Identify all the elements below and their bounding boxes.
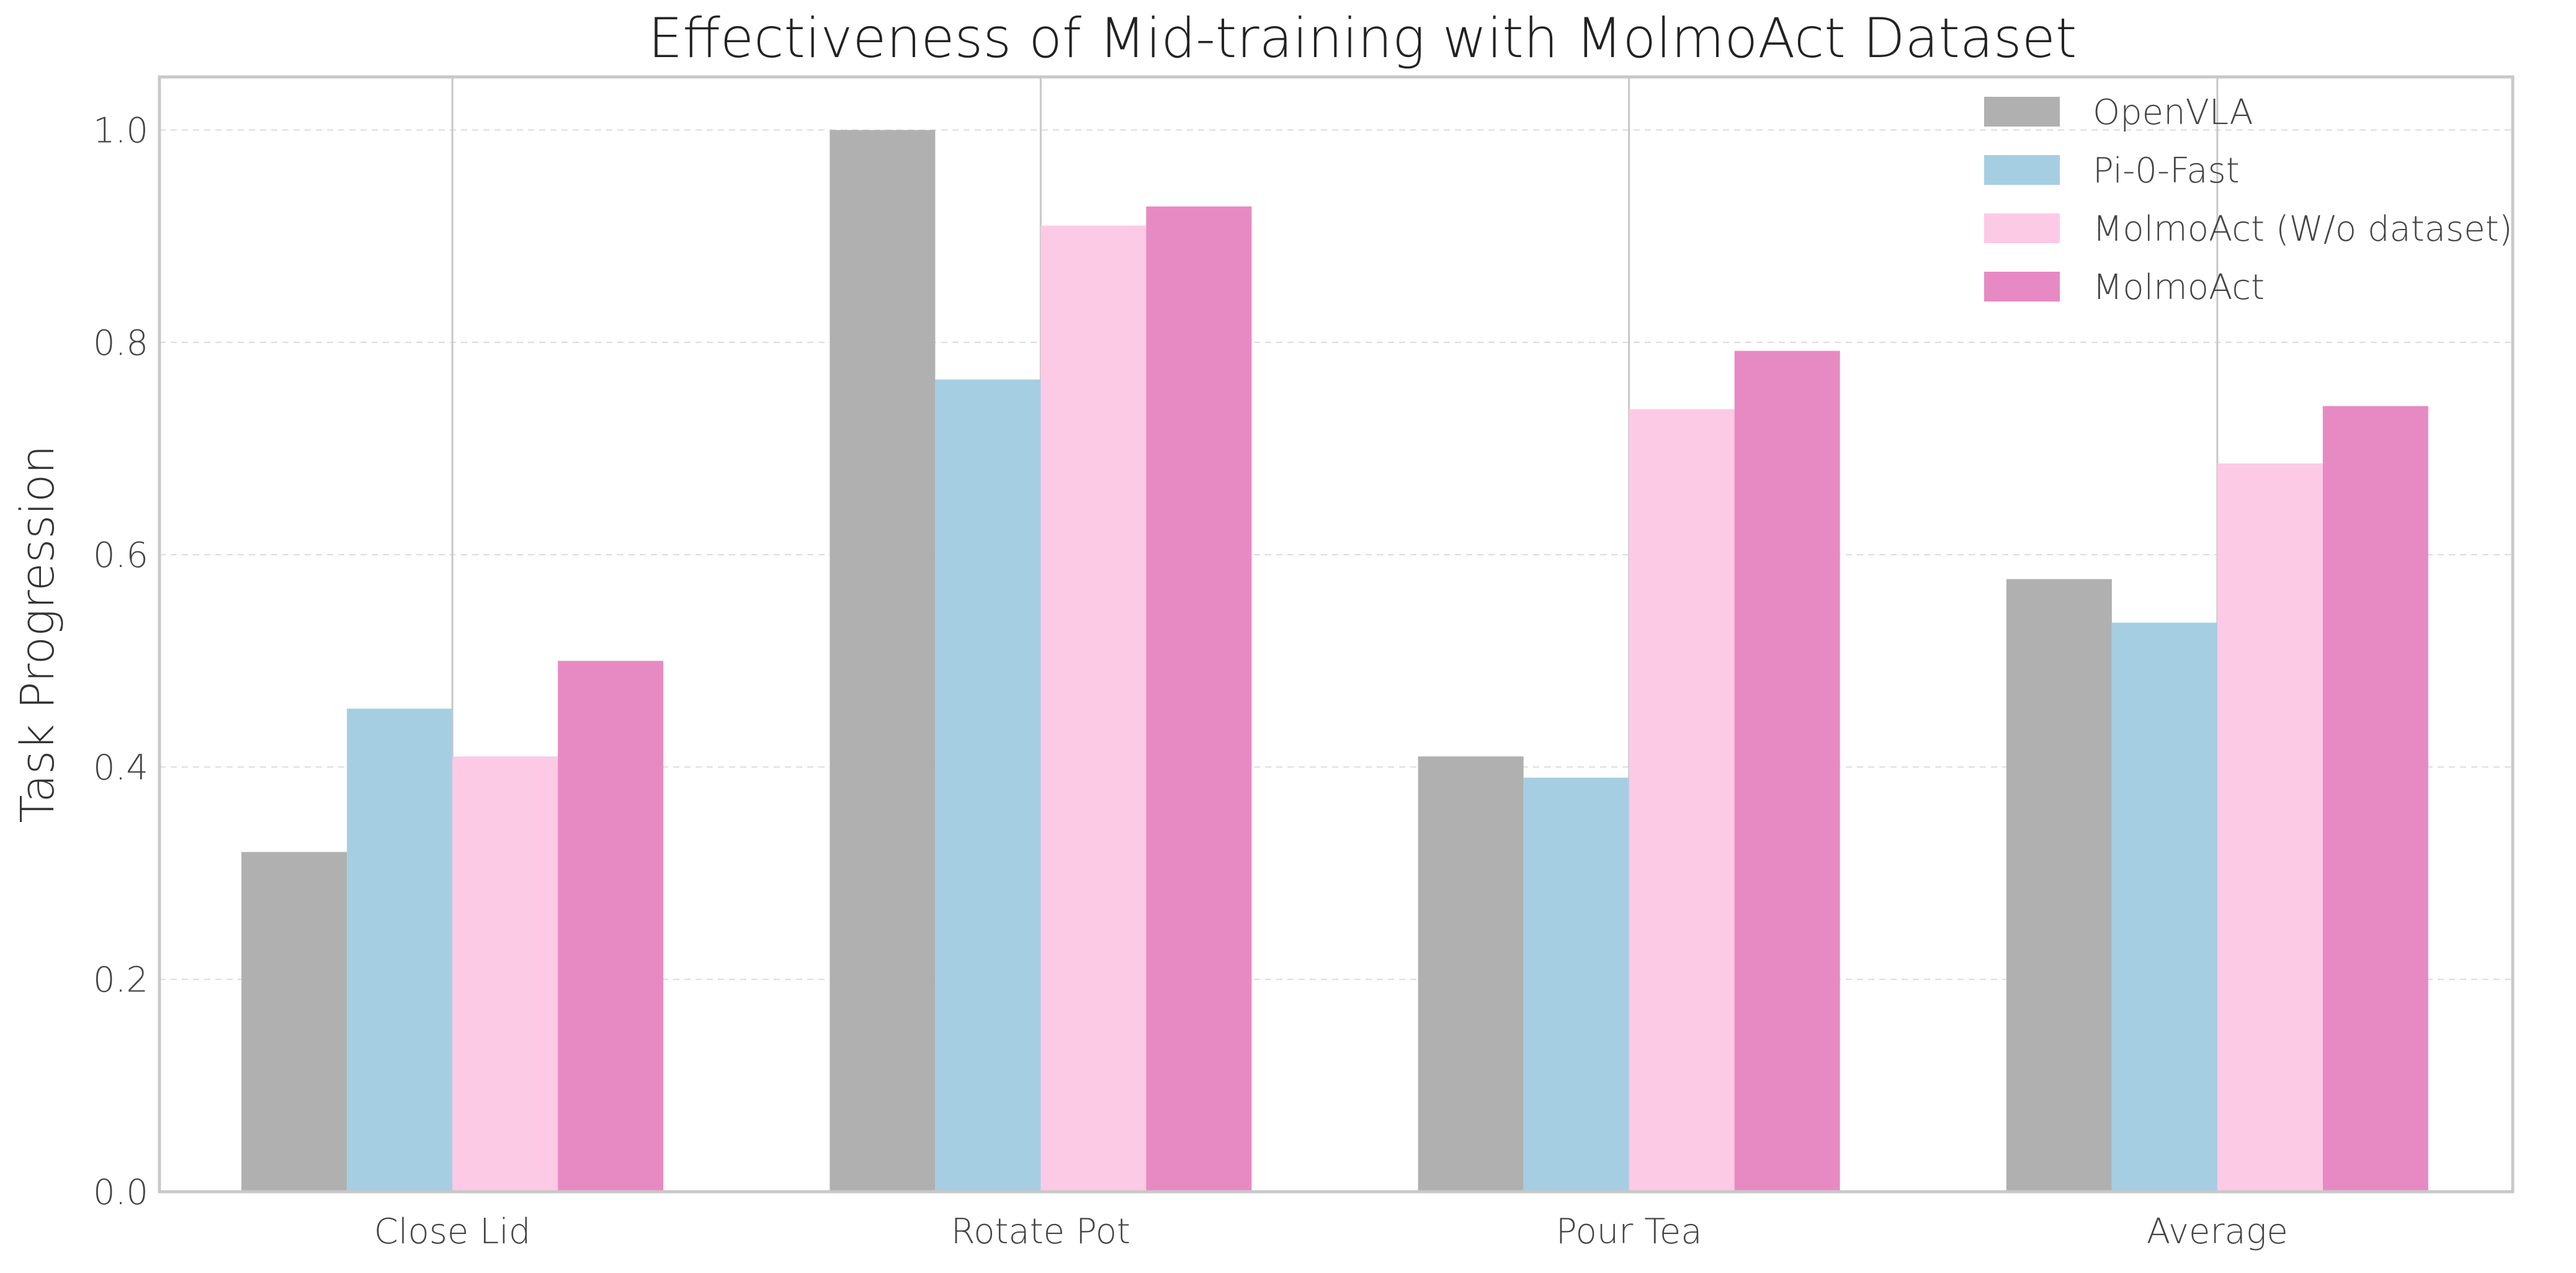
bar-pi-0-fast-close-lid — [347, 708, 453, 1192]
legend-swatch — [1984, 97, 2060, 127]
bar-openvla-average — [2006, 579, 2112, 1192]
bar-molmoact-w-o-dataset-rotate-pot — [1040, 225, 1147, 1192]
bar-molmoact-average — [2322, 406, 2428, 1192]
bar-molmoact-w-o-dataset-average — [2217, 463, 2323, 1192]
bar-openvla-close-lid — [241, 852, 347, 1192]
legend-label: Pi-0-Fast — [2093, 151, 2240, 191]
bar-pi-0-fast-pour-tea — [1523, 777, 1629, 1192]
legend-swatch — [1984, 213, 2060, 243]
legend: OpenVLA Pi-0-Fast MolmoAct (W/o dataset) Mo… — [1984, 92, 2513, 308]
y-tick-label: 0.6 — [93, 535, 148, 576]
y-axis-label: Task Progression — [11, 445, 65, 823]
bar-molmoact-rotate-pot — [1146, 206, 1252, 1192]
y-axis-ticks: 0.0 0.2 0.4 0.6 0.8 1.0 — [93, 111, 148, 1213]
plot-frame — [158, 75, 2515, 1194]
x-tick-label: Pour Tea — [1556, 1212, 1702, 1252]
x-axis-ticks: Close Lid Rotate Pot Pour Tea Average — [374, 1212, 2288, 1252]
bar-molmoact-close-lid — [558, 661, 664, 1192]
bar-openvla-rotate-pot — [830, 130, 936, 1192]
legend-label: MolmoAct (W/o dataset) — [2093, 209, 2513, 249]
x-tick-label: Rotate Pot — [951, 1212, 1130, 1252]
bar-openvla-pour-tea — [1418, 756, 1524, 1192]
bar-pi-0-fast-average — [2111, 622, 2217, 1192]
y-tick-label: 0.2 — [93, 960, 148, 1001]
bar-pi-0-fast-rotate-pot — [935, 379, 1041, 1192]
legend-swatch — [1984, 272, 2060, 302]
bars-layer — [241, 130, 2428, 1192]
y-tick-label: 0.0 — [93, 1172, 148, 1213]
x-tick-label: Average — [2147, 1212, 2288, 1252]
y-tick-label: 1.0 — [93, 111, 148, 151]
bar-molmoact-w-o-dataset-close-lid — [452, 756, 558, 1192]
y-tick-label: 0.4 — [93, 748, 148, 788]
legend-label: MolmoAct — [2093, 267, 2265, 308]
category-guide-lines — [451, 77, 2219, 1192]
x-tick-label: Close Lid — [374, 1212, 531, 1252]
legend-swatch — [1984, 155, 2060, 185]
bar-molmoact-w-o-dataset-pour-tea — [1629, 409, 1735, 1192]
chart-title: Effectiveness of Mid-training with Molmo… — [648, 6, 2077, 70]
legend-label: OpenVLA — [2093, 92, 2253, 133]
bar-molmoact-pour-tea — [1734, 351, 1840, 1192]
y-tick-label: 0.8 — [93, 323, 148, 364]
